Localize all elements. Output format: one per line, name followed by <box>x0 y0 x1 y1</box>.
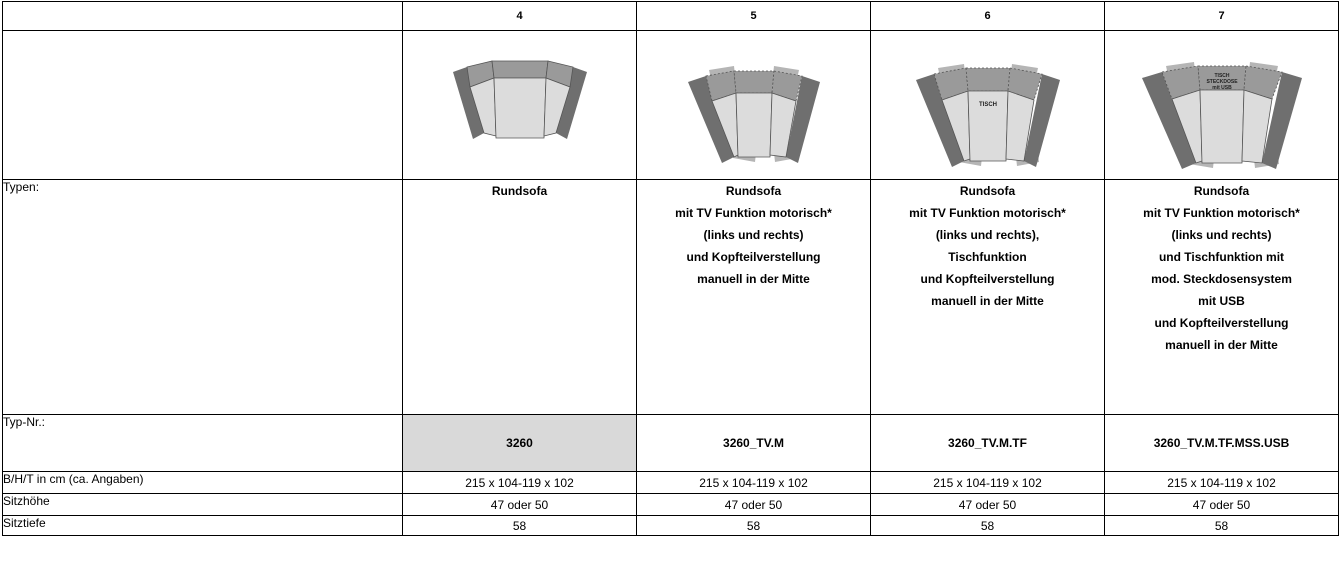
image-cell-6: TISCH <box>870 30 1105 180</box>
type-description-line: mit TV Funktion motorisch* <box>675 206 832 220</box>
type-description-line: (links und rechts), <box>935 228 1040 242</box>
typ-nr-cell-5: 3260_TV.M <box>636 414 871 472</box>
seat-height-cell-4: 47 oder 50 <box>402 493 637 516</box>
right-backrest-shape <box>1007 67 1043 101</box>
image-cell-4 <box>402 30 637 180</box>
right-seat-shape <box>1241 89 1272 164</box>
type-description-line: Tischfunktion <box>948 250 1027 264</box>
types-cell-7: Rundsofa mit TV Funktion motorisch* (links… <box>1104 179 1339 415</box>
seat-depth-row-label: Sitztiefe <box>2 515 403 536</box>
typ-nr-cell-7: 3260_TV.M.TF.MSS.USB <box>1104 414 1339 472</box>
types-cell-5: Rundsofa mit TV Funktion motorisch* (links… <box>636 179 871 415</box>
seat-depth-cell-6: 58 <box>870 515 1105 536</box>
spec-table: 4 5 6 7 <box>2 1 1339 536</box>
typ-nr-row: Typ-Nr.: 3260 3260_TV.M 3260_TV.M.TF 326… <box>2 414 1339 472</box>
right-armrest-shape <box>1261 72 1302 169</box>
right-seat-shape <box>1005 90 1034 162</box>
type-description-line: und Kopfteilverstellung <box>686 250 821 264</box>
image-row-label-cell <box>2 30 403 180</box>
center-seat-shape <box>493 77 546 139</box>
seat-depth-cell-7: 58 <box>1104 515 1339 536</box>
image-cell-5 <box>636 30 871 180</box>
seat-height-cell-6: 47 oder 50 <box>870 493 1105 516</box>
type-description-line: und Tischfunktion mit <box>1158 250 1285 264</box>
seat-depth-cell-5: 58 <box>636 515 871 536</box>
round-sofa-table-usb-diagram-7: TISCH STECKDOSE mit USB <box>1141 62 1302 169</box>
image-label-steckdose: STECKDOSE <box>1206 79 1238 85</box>
center-backrest-shape <box>733 70 774 94</box>
type-description-line: Rundsofa <box>959 184 1016 198</box>
column-number-5: 5 <box>636 1 871 31</box>
left-armrest-shape <box>687 76 734 163</box>
dimensions-cell-6: 215 x 104-119 x 102 <box>870 471 1105 494</box>
image-row: TISCH TISCH STECKDOSE mit USB <box>2 30 1339 180</box>
type-description-line: mod. Steckdosensystem <box>1151 272 1292 286</box>
type-description-line: manuell in der Mitte <box>1165 338 1278 352</box>
image-label-tisch: TISCH <box>1214 73 1229 79</box>
right-armrest-shape <box>555 67 587 139</box>
seat-depth-row: Sitztiefe 58 58 58 58 <box>2 515 1339 536</box>
left-backrest-shape <box>932 67 968 101</box>
type-description-line: mit USB <box>1198 294 1245 308</box>
type-description-line: (links und rechts) <box>703 228 804 242</box>
dimensions-cell-5: 215 x 104-119 x 102 <box>636 471 871 494</box>
center-seat-shape <box>1199 89 1244 164</box>
dimensions-row-label: B/H/T in cm (ca. Angaben) <box>2 471 403 494</box>
image-label-usb: mit USB <box>1212 85 1232 91</box>
typ-nr-row-label: Typ-Nr.: <box>2 414 403 472</box>
center-backrest-shape <box>965 67 1010 92</box>
type-description-line: und Kopfteilverstellung <box>1154 316 1289 330</box>
round-sofa-tv-diagram-5 <box>687 66 820 163</box>
typ-nr-cell-6: 3260_TV.M.TF <box>870 414 1105 472</box>
dimensions-row: B/H/T in cm (ca. Angaben) 215 x 104-119 … <box>2 471 1339 494</box>
right-seat-shape <box>543 77 570 137</box>
right-backrest-shape <box>771 70 802 102</box>
types-cell-4: Rundsofa <box>402 179 637 415</box>
types-row: Typen: Rundsofa Rundsofa mit TV Funktion … <box>2 179 1339 415</box>
seat-height-row-label: Sitzhöhe <box>2 493 403 516</box>
right-armrest-shape <box>785 76 820 163</box>
left-armrest-shape <box>915 74 964 167</box>
type-description-line: Rundsofa <box>491 184 548 198</box>
type-description-line: und Kopfteilverstellung <box>920 272 1055 286</box>
type-description-line: mit TV Funktion motorisch* <box>1143 206 1300 220</box>
center-seat-shape <box>967 90 1008 162</box>
types-row-label: Typen: <box>2 179 403 415</box>
type-description-line: (links und rechts) <box>1171 228 1272 242</box>
dimensions-cell-4: 215 x 104-119 x 102 <box>402 471 637 494</box>
seat-height-row: Sitzhöhe 47 oder 50 47 oder 50 47 oder 5… <box>2 493 1339 516</box>
types-cell-6: Rundsofa mit TV Funktion motorisch* (links… <box>870 179 1105 415</box>
round-sofa-diagram-4 <box>452 60 587 139</box>
typ-nr-cell-4: 3260 <box>402 414 637 472</box>
type-description-line: Rundsofa <box>725 184 782 198</box>
left-armrest-shape <box>452 67 484 139</box>
column-number-6: 6 <box>870 1 1105 31</box>
header-empty-cell <box>2 1 403 31</box>
type-description-line: manuell in der Mitte <box>697 272 810 286</box>
center-backrest-shape <box>491 60 548 79</box>
type-description-line: mit TV Funktion motorisch* <box>909 206 1066 220</box>
left-armrest-shape <box>1141 72 1196 169</box>
type-description-line: manuell in der Mitte <box>931 294 1044 308</box>
left-backrest-shape <box>705 70 736 102</box>
header-row: 4 5 6 7 <box>2 1 1339 31</box>
center-seat-shape <box>735 92 772 158</box>
right-seat-shape <box>769 92 796 158</box>
seat-height-cell-7: 47 oder 50 <box>1104 493 1339 516</box>
column-number-7: 7 <box>1104 1 1339 31</box>
image-label-tisch: TISCH <box>979 102 997 108</box>
seat-depth-cell-4: 58 <box>402 515 637 536</box>
seat-height-cell-5: 47 oder 50 <box>636 493 871 516</box>
right-armrest-shape <box>1023 74 1060 167</box>
type-description-line: Rundsofa <box>1193 184 1250 198</box>
dimensions-cell-7: 215 x 104-119 x 102 <box>1104 471 1339 494</box>
column-number-4: 4 <box>402 1 637 31</box>
image-cell-7: TISCH STECKDOSE mit USB <box>1104 30 1339 180</box>
round-sofa-table-diagram-6: TISCH <box>915 64 1060 167</box>
